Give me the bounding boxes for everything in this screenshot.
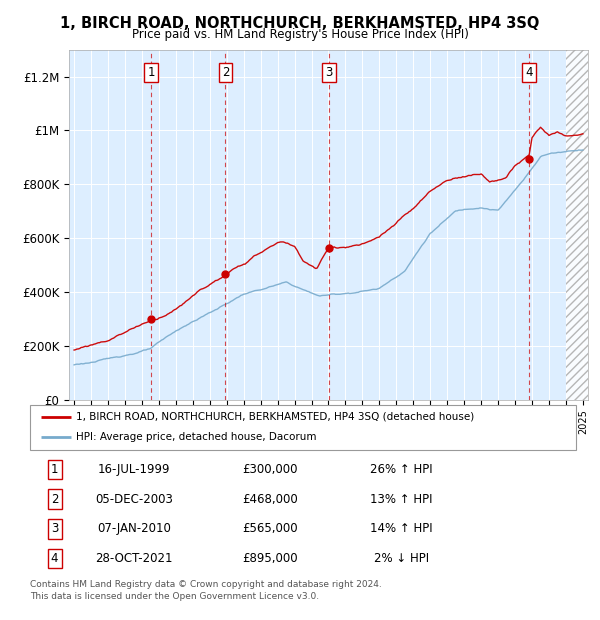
Text: 1, BIRCH ROAD, NORTHCHURCH, BERKHAMSTED, HP4 3SQ: 1, BIRCH ROAD, NORTHCHURCH, BERKHAMSTED,…: [61, 16, 539, 31]
Text: 1: 1: [148, 66, 155, 79]
Text: 13% ↑ HPI: 13% ↑ HPI: [370, 493, 433, 505]
Text: £300,000: £300,000: [242, 463, 298, 476]
Text: Price paid vs. HM Land Registry's House Price Index (HPI): Price paid vs. HM Land Registry's House …: [131, 28, 469, 41]
Text: Contains HM Land Registry data © Crown copyright and database right 2024.: Contains HM Land Registry data © Crown c…: [30, 580, 382, 589]
Text: 2: 2: [221, 66, 229, 79]
Text: 4: 4: [526, 66, 533, 79]
Text: 16-JUL-1999: 16-JUL-1999: [97, 463, 170, 476]
Text: 3: 3: [325, 66, 332, 79]
Text: 3: 3: [51, 523, 58, 535]
Text: HPI: Average price, detached house, Dacorum: HPI: Average price, detached house, Daco…: [76, 432, 317, 443]
Text: 05-DEC-2003: 05-DEC-2003: [95, 493, 173, 505]
Text: £468,000: £468,000: [242, 493, 298, 505]
Text: 2% ↓ HPI: 2% ↓ HPI: [374, 552, 429, 565]
Text: 4: 4: [51, 552, 58, 565]
Text: 1, BIRCH ROAD, NORTHCHURCH, BERKHAMSTED, HP4 3SQ (detached house): 1, BIRCH ROAD, NORTHCHURCH, BERKHAMSTED,…: [76, 412, 475, 422]
FancyBboxPatch shape: [30, 405, 576, 450]
Text: 07-JAN-2010: 07-JAN-2010: [97, 523, 170, 535]
Text: 1: 1: [51, 463, 58, 476]
Text: 28-OCT-2021: 28-OCT-2021: [95, 552, 172, 565]
Bar: [566, 50, 588, 400]
Text: 14% ↑ HPI: 14% ↑ HPI: [370, 523, 433, 535]
Text: 2: 2: [51, 493, 58, 505]
Text: £895,000: £895,000: [242, 552, 298, 565]
Text: £565,000: £565,000: [242, 523, 298, 535]
Text: 26% ↑ HPI: 26% ↑ HPI: [370, 463, 433, 476]
Text: This data is licensed under the Open Government Licence v3.0.: This data is licensed under the Open Gov…: [30, 592, 319, 601]
